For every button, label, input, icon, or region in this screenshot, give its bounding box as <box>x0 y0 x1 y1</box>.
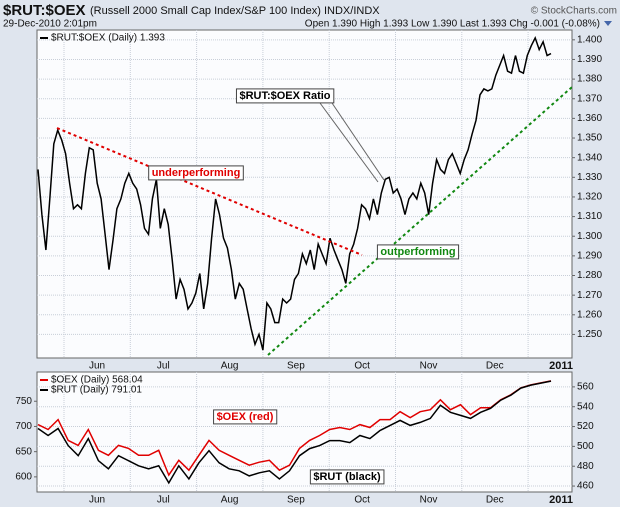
x-tick-label: Aug <box>221 361 239 372</box>
y-tick-label: 520 <box>577 421 594 432</box>
x-tick-label: Oct <box>354 495 370 506</box>
series-line <box>37 380 552 485</box>
date: 29-Dec-2010 2:01pm <box>3 19 97 30</box>
annotation-box <box>148 165 244 181</box>
y-tick-label: 1.380 <box>577 74 602 85</box>
y-tick-label: 1.370 <box>577 93 602 104</box>
x-tick-label: Oct <box>354 361 370 372</box>
copyright: © StockCharts.com <box>531 6 617 17</box>
y-tick-label: 750 <box>15 396 32 407</box>
symbol: $RUT:$OEX <box>3 2 86 19</box>
y-tick-label: 650 <box>15 446 32 457</box>
legend-label: $RUT:$OEX (Daily) 1.393 <box>51 33 165 44</box>
series-line <box>37 380 552 477</box>
y-tick-label: 1.360 <box>577 113 602 124</box>
x-tick-label: Dec <box>486 495 504 506</box>
y-tick-label: 460 <box>577 481 594 492</box>
y-tick-label: 1.260 <box>577 309 602 320</box>
y-tick-label: 700 <box>15 421 32 432</box>
annotation: $RUT (black) <box>313 471 381 483</box>
description: (Russell 2000 Small Cap Index/S&P 100 In… <box>90 5 380 17</box>
y-tick-label: 1.330 <box>577 172 602 183</box>
y-tick-label: 1.320 <box>577 192 602 203</box>
annotation: underperforming <box>152 167 241 179</box>
annotation-box <box>376 244 460 260</box>
trend-line <box>56 127 363 256</box>
legend-label: $RUT (Daily) 791.01 <box>51 385 142 396</box>
quote: Open 1.390 High 1.393 Low 1.390 Last 1.3… <box>305 19 600 30</box>
x-tick-label: Nov <box>420 361 438 372</box>
x-tick-label: Sep <box>287 361 305 372</box>
y-tick-label: 1.350 <box>577 133 602 144</box>
annotation-box <box>309 469 385 485</box>
x-tick-label: Aug <box>221 495 239 506</box>
series-line <box>37 35 552 351</box>
y-tick-label: 1.280 <box>577 270 602 281</box>
y-tick-label: 1.250 <box>577 329 602 340</box>
y-tick-label: 1.340 <box>577 152 602 163</box>
annotation-leader <box>331 102 385 181</box>
x-tick-label: Sep <box>287 495 305 506</box>
annotation: $OEX (red) <box>217 411 274 423</box>
y-tick-label: 500 <box>577 441 594 452</box>
y-tick-label: 1.310 <box>577 211 602 222</box>
x-tick-label: 2011 <box>549 360 573 372</box>
x-tick-label: 2011 <box>549 494 573 506</box>
x-tick-label: Nov <box>420 495 438 506</box>
annotation-box <box>213 409 278 425</box>
y-tick-label: 540 <box>577 401 594 412</box>
menu-arrow[interactable] <box>604 21 612 26</box>
y-tick-label: 1.400 <box>577 34 602 45</box>
y-tick-label: 1.390 <box>577 54 602 65</box>
x-tick-label: Jun <box>89 495 105 506</box>
annotation: outperforming <box>380 246 455 258</box>
x-tick-label: Jul <box>157 361 170 372</box>
y-tick-label: 1.270 <box>577 290 602 301</box>
y-tick-label: 560 <box>577 382 594 393</box>
annotation-leader <box>319 102 379 183</box>
x-tick-label: Dec <box>486 361 504 372</box>
annotation-box <box>235 88 335 104</box>
y-tick-label: 1.300 <box>577 231 602 242</box>
legend-label: $OEX (Daily) 568.04 <box>51 375 143 386</box>
x-tick-label: Jun <box>89 361 105 372</box>
y-tick-label: 480 <box>577 461 594 472</box>
y-tick-label: 600 <box>15 472 32 483</box>
y-tick-label: 1.290 <box>577 251 602 262</box>
panel <box>36 29 573 359</box>
panel <box>36 371 573 493</box>
x-tick-label: Jul <box>157 495 170 506</box>
annotation: $RUT:$OEX Ratio <box>239 90 330 102</box>
